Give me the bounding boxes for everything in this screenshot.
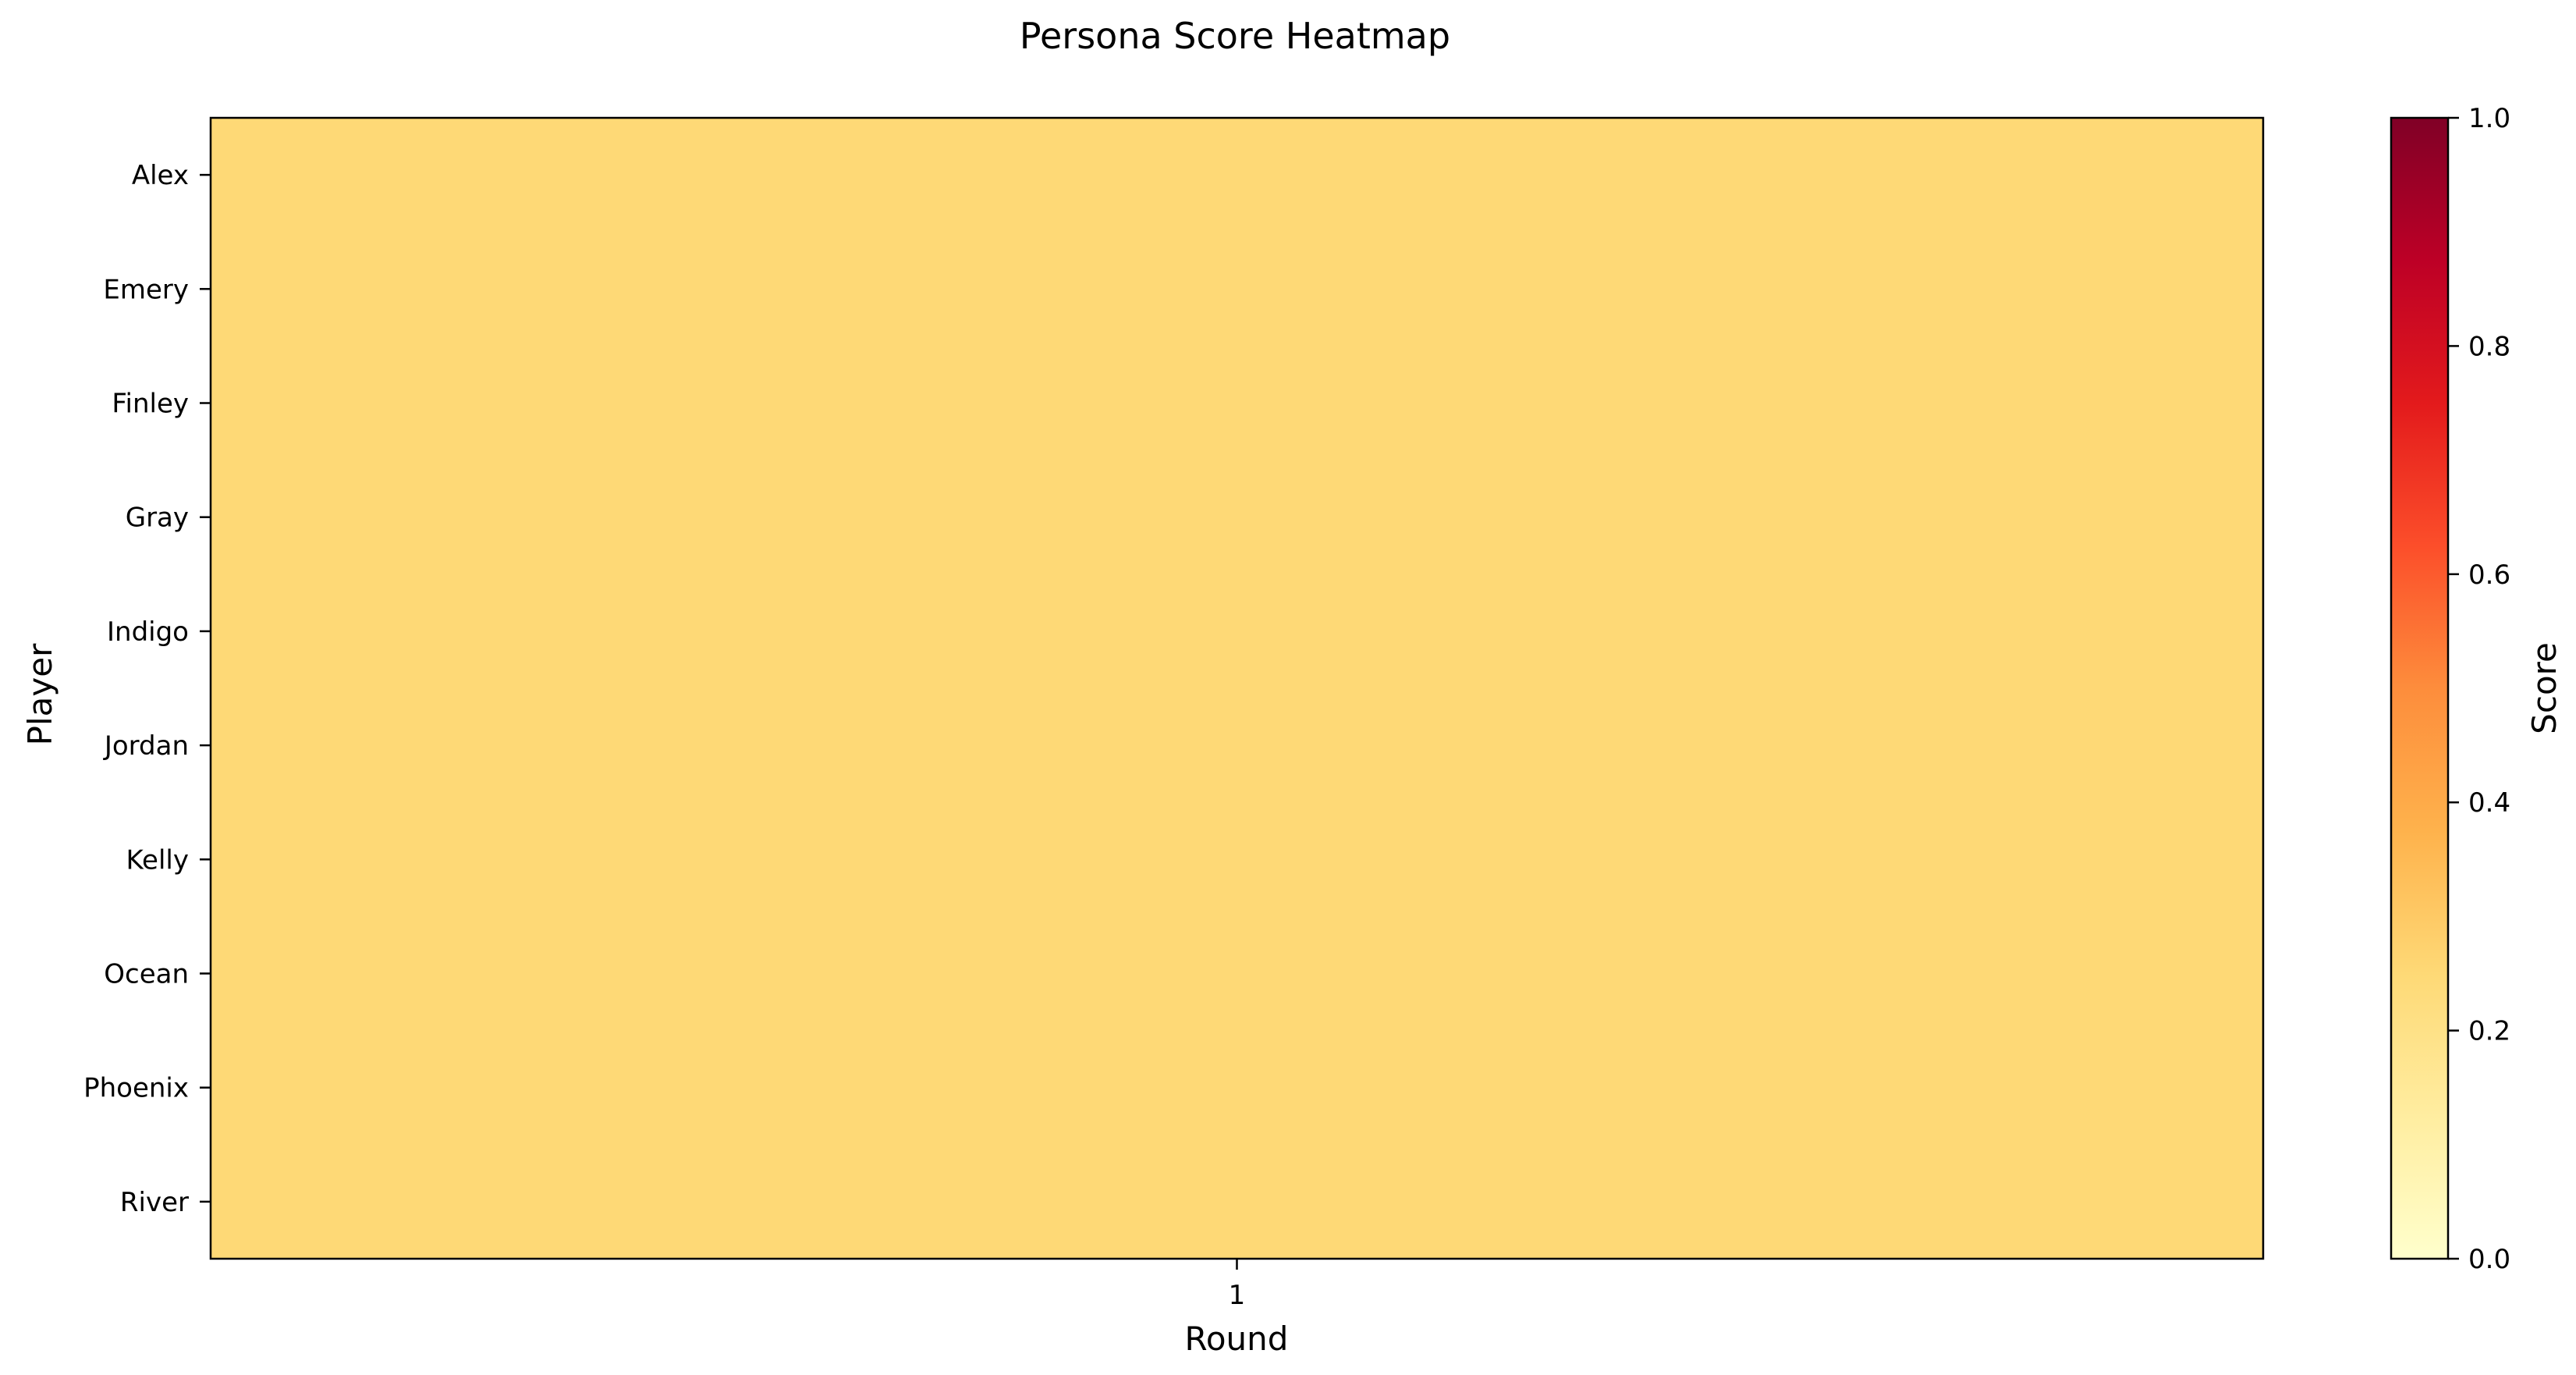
- y-tick-label: River: [120, 1187, 189, 1218]
- y-tick-label: Finley: [112, 389, 189, 420]
- colorbar-tick-label: 0.4: [2468, 787, 2510, 819]
- heatmap-cell: [211, 118, 2264, 233]
- y-tick-label: Jordan: [103, 730, 189, 762]
- colorbar-tick-label: 0.2: [2468, 1016, 2510, 1047]
- colorbar-ticks: 0.0 0.2 0.4 0.6 0.8 1.0: [2448, 103, 2510, 1275]
- colorbar-label: Score: [2525, 642, 2564, 734]
- heatmap-cell: [211, 802, 2264, 917]
- y-axis-label: Player: [21, 643, 59, 745]
- colorbar-tick-label: 0.0: [2468, 1244, 2510, 1275]
- heatmap-cell: [211, 574, 2264, 689]
- heatmap-cell: [211, 346, 2264, 461]
- y-tick-label: Alex: [132, 160, 189, 191]
- colorbar-tick-label: 1.0: [2468, 103, 2510, 134]
- heatmap-cell: [211, 1144, 2264, 1260]
- heatmap-cell: [211, 460, 2264, 575]
- x-axis-ticks: 1: [1229, 1259, 1246, 1311]
- heatmap-cell: [211, 688, 2264, 803]
- y-tick-label: Phoenix: [83, 1073, 189, 1104]
- heatmap-cell: [211, 232, 2264, 346]
- y-tick-label: Ocean: [104, 959, 189, 990]
- colorbar-tick-label: 0.6: [2468, 560, 2510, 591]
- chart-title: Persona Score Heatmap: [1020, 15, 1450, 57]
- heatmap-cell: [211, 1030, 2264, 1146]
- y-axis-ticks: Alex Emery Finley Gray Indigo Jordan Kelly Ocea…: [83, 160, 211, 1218]
- y-tick-label: Gray: [126, 503, 189, 534]
- heatmap-cell: [211, 916, 2264, 1032]
- y-tick-label: Emery: [103, 274, 189, 305]
- x-axis-label: Round: [1185, 1320, 1289, 1358]
- y-tick-label: Indigo: [107, 616, 189, 648]
- colorbar: [2390, 116, 2450, 1260]
- heatmap-cells: [211, 118, 2264, 1260]
- y-tick-label: Kelly: [126, 844, 189, 876]
- x-tick-label: 1: [1229, 1280, 1246, 1311]
- colorbar-tick-label: 0.8: [2468, 331, 2510, 362]
